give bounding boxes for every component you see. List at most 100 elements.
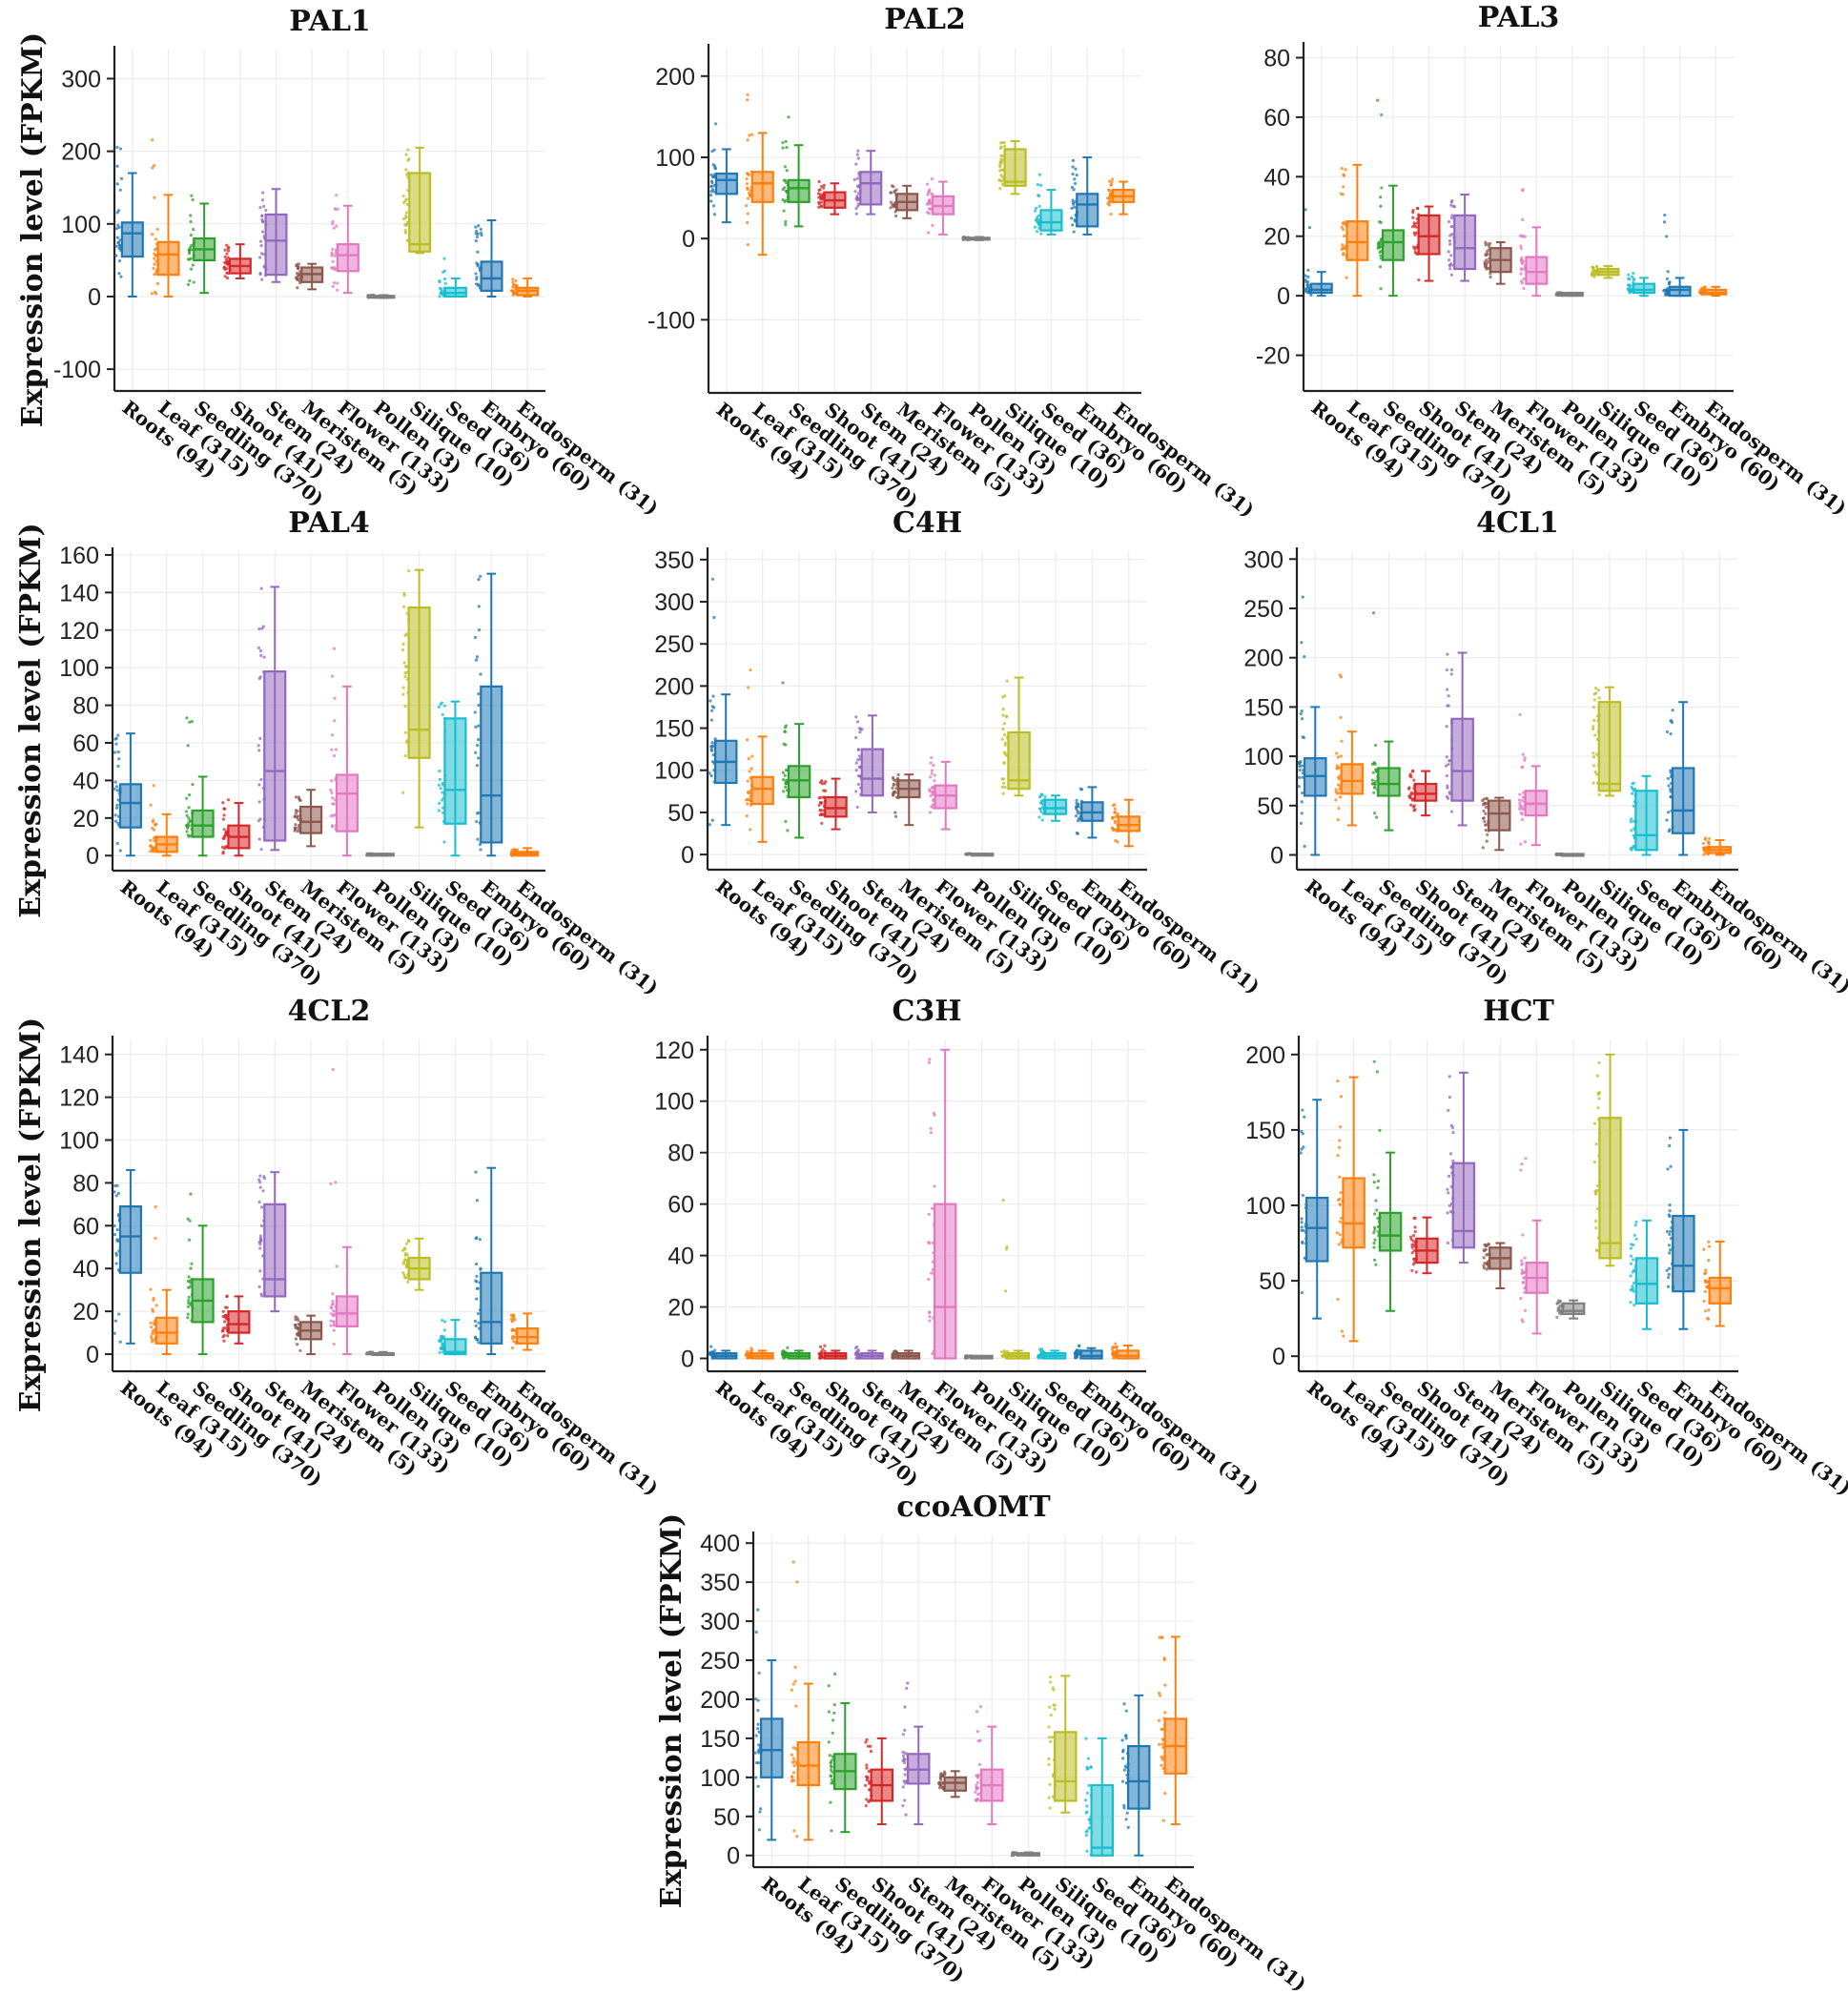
data-point xyxy=(1378,250,1382,255)
data-point xyxy=(1298,764,1302,769)
data-point xyxy=(1299,711,1303,716)
data-point xyxy=(1298,761,1302,765)
data-point xyxy=(1632,1233,1636,1237)
data-point xyxy=(901,1803,905,1808)
data-point xyxy=(1070,185,1075,190)
data-point xyxy=(975,1783,978,1787)
iqr-box xyxy=(118,1205,142,1274)
data-point xyxy=(791,1682,795,1686)
data-point xyxy=(331,284,335,288)
data-point xyxy=(819,197,823,201)
data-point xyxy=(295,277,298,280)
data-point xyxy=(476,263,480,268)
data-point xyxy=(829,1800,832,1804)
data-point xyxy=(865,1763,869,1767)
data-point xyxy=(116,1191,121,1195)
data-point xyxy=(401,692,405,696)
data-point xyxy=(225,252,229,256)
data-point xyxy=(782,742,786,746)
data-point xyxy=(113,819,118,823)
data-point xyxy=(294,823,298,827)
data-point xyxy=(1337,791,1341,795)
data-point xyxy=(186,744,190,748)
data-point xyxy=(190,1262,194,1265)
data-point xyxy=(258,648,263,653)
data-point xyxy=(1373,1225,1377,1229)
data-point xyxy=(1339,715,1343,720)
y-tick-label: 150 xyxy=(1245,1118,1285,1144)
iqr-box xyxy=(1598,1117,1622,1260)
data-point xyxy=(1521,188,1525,193)
data-point xyxy=(928,1058,932,1061)
data-point xyxy=(118,238,122,242)
data-point xyxy=(750,754,754,758)
data-point xyxy=(1522,277,1526,281)
data-point xyxy=(1520,807,1524,811)
data-point xyxy=(260,230,265,234)
box-stem xyxy=(258,188,288,283)
data-point xyxy=(932,1111,936,1115)
data-point xyxy=(259,1223,264,1227)
data-point xyxy=(1107,179,1112,183)
data-point xyxy=(295,1343,299,1346)
y-tick-label: 0 xyxy=(86,1342,99,1368)
data-point xyxy=(1413,808,1417,812)
data-point xyxy=(257,783,261,787)
data-point xyxy=(1484,823,1488,827)
data-point xyxy=(1448,234,1452,237)
box-endosperm xyxy=(509,277,540,298)
data-point xyxy=(1037,1354,1042,1358)
data-point xyxy=(1085,1804,1089,1808)
data-point xyxy=(712,213,717,216)
data-point xyxy=(1631,1286,1635,1290)
data-point xyxy=(1518,801,1522,805)
data-point xyxy=(334,1181,338,1184)
data-point xyxy=(437,801,441,805)
data-point xyxy=(787,115,791,119)
box-silique xyxy=(401,146,432,255)
data-point xyxy=(1411,210,1415,215)
data-point xyxy=(1447,1108,1450,1112)
data-point xyxy=(1048,1675,1053,1679)
data-point xyxy=(1300,641,1304,645)
data-point xyxy=(294,1337,298,1341)
data-point xyxy=(1482,1264,1486,1268)
data-point xyxy=(186,1217,190,1221)
data-point xyxy=(221,1328,225,1333)
data-point xyxy=(929,1131,934,1135)
data-point xyxy=(746,138,749,142)
data-point xyxy=(1445,773,1448,778)
data-point xyxy=(999,145,1003,149)
data-point xyxy=(856,758,860,762)
box-flower xyxy=(330,194,359,295)
data-point xyxy=(903,1781,907,1785)
box-endosperm xyxy=(509,847,540,857)
data-point xyxy=(890,184,894,188)
data-point xyxy=(479,848,483,852)
data-point xyxy=(1340,167,1344,171)
box-embryo xyxy=(1074,786,1104,839)
data-point xyxy=(365,853,369,857)
data-point xyxy=(906,1681,910,1685)
data-point xyxy=(854,1356,858,1360)
data-point xyxy=(115,789,119,792)
box-silique xyxy=(1047,1675,1078,1814)
data-point xyxy=(1122,1803,1126,1807)
data-point xyxy=(933,779,936,783)
data-point xyxy=(476,1311,481,1316)
data-point xyxy=(1037,807,1042,811)
data-point xyxy=(1665,1229,1669,1234)
data-point xyxy=(710,709,714,712)
data-point xyxy=(1666,1285,1671,1288)
iqr-box xyxy=(859,171,883,206)
y-tick-label: -100 xyxy=(647,307,695,334)
data-point xyxy=(222,1333,226,1337)
data-point xyxy=(1374,1199,1378,1203)
data-point xyxy=(1073,205,1077,209)
data-point xyxy=(1703,1271,1707,1276)
box-pollen xyxy=(1554,852,1585,857)
data-point xyxy=(818,795,823,799)
data-point xyxy=(893,778,897,783)
data-point xyxy=(746,779,749,783)
data-point xyxy=(1048,1806,1052,1810)
